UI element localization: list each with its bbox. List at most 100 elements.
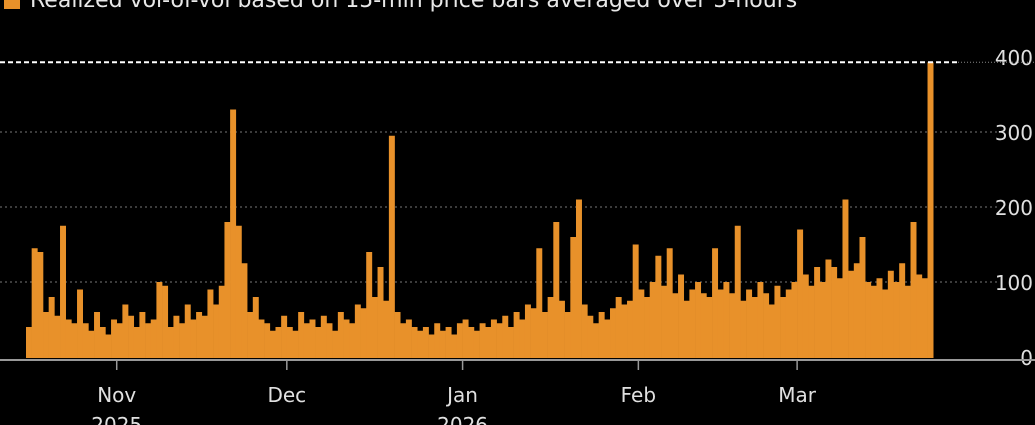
bar (139, 312, 146, 358)
bar (848, 270, 855, 358)
bar (780, 297, 787, 358)
bar (473, 330, 480, 358)
bar (791, 282, 798, 358)
bar (337, 312, 344, 358)
bar (343, 319, 350, 358)
legend-swatch (4, 0, 20, 9)
bar (252, 297, 259, 358)
bar (400, 323, 407, 358)
bar (388, 135, 395, 358)
bar (797, 229, 804, 358)
bar (286, 327, 293, 358)
bar (712, 248, 719, 358)
bar (831, 267, 838, 358)
bar (184, 304, 191, 358)
bar (434, 323, 441, 358)
bar (876, 278, 883, 358)
bar (842, 199, 849, 358)
bar (468, 327, 475, 358)
bar (82, 323, 89, 358)
x-tick-label: Dec (267, 383, 306, 407)
bar (865, 282, 872, 358)
bar (230, 109, 237, 358)
bar (904, 285, 911, 358)
y-tick-label: 100 (995, 271, 1033, 295)
bar (666, 248, 673, 358)
bar (751, 297, 758, 358)
y-tick-label: 200 (995, 196, 1033, 220)
bar (887, 270, 894, 358)
bar (819, 282, 826, 358)
bar (48, 297, 55, 358)
bar (190, 319, 197, 358)
bar (598, 312, 605, 358)
bar (105, 334, 112, 358)
bar (479, 323, 486, 358)
bar (309, 319, 316, 358)
chart-legend: Realized vol-of-vol based on 15-min pric… (4, 0, 797, 13)
bar (814, 267, 821, 358)
bar (490, 319, 497, 358)
bar (808, 285, 815, 358)
bar (235, 225, 242, 358)
bar (377, 267, 384, 358)
bar (893, 282, 900, 358)
bar (213, 304, 220, 358)
bar (615, 297, 622, 358)
bar (581, 304, 588, 358)
bar (683, 300, 690, 358)
bar (366, 252, 373, 358)
bar (785, 289, 792, 358)
bar (768, 304, 775, 358)
bar (150, 319, 157, 358)
bar (689, 289, 696, 358)
bar (411, 327, 418, 358)
bar (916, 274, 923, 358)
bar (26, 327, 32, 358)
bar (37, 252, 44, 358)
bar (292, 330, 299, 358)
bar (303, 323, 310, 358)
bar (717, 289, 724, 358)
bar (77, 289, 83, 358)
bar (740, 300, 747, 358)
bar (43, 312, 49, 358)
bar (621, 304, 628, 358)
bar (275, 327, 282, 358)
bar (31, 248, 38, 358)
bar (258, 319, 265, 358)
x-tick-label: Jan (445, 383, 478, 407)
bar (332, 330, 339, 358)
bar (921, 278, 928, 358)
bar (354, 304, 361, 358)
bar (644, 297, 650, 358)
bar (774, 285, 781, 358)
bar (445, 327, 452, 358)
y-tick-label: 400 (995, 46, 1033, 70)
bar (298, 312, 305, 358)
bar (610, 308, 616, 358)
bar (218, 285, 225, 358)
bar (88, 330, 95, 358)
bar (825, 259, 832, 358)
bar (462, 319, 469, 358)
bar (383, 300, 390, 358)
bar (530, 308, 537, 358)
bar (519, 319, 526, 358)
bar (593, 323, 599, 358)
bar (541, 312, 548, 358)
bar (558, 300, 565, 358)
bar (575, 199, 582, 358)
bar (281, 315, 288, 358)
bar (145, 323, 152, 358)
bar (269, 330, 276, 358)
x-tick-label: Mar (778, 383, 817, 407)
bar (632, 244, 639, 358)
bar (553, 222, 560, 358)
bar (604, 319, 611, 358)
bar (371, 297, 378, 358)
bar (326, 323, 333, 358)
bar (910, 222, 917, 358)
bar (99, 327, 106, 358)
